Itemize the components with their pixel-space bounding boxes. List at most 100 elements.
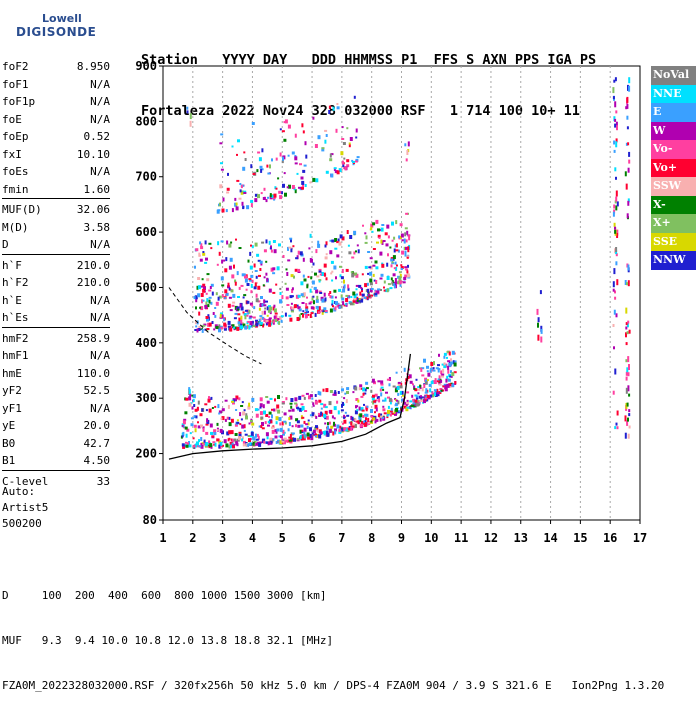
x-tick-label: 16	[603, 531, 617, 545]
echo-point	[397, 381, 401, 384]
echo-point	[197, 421, 199, 424]
echo-point	[387, 405, 390, 409]
echo-point	[612, 211, 615, 217]
echo-point	[234, 326, 238, 330]
echo-point	[294, 133, 297, 138]
echo-point	[202, 251, 205, 253]
echo-point	[625, 332, 627, 338]
echo-point	[362, 415, 365, 418]
echo-point	[190, 423, 194, 427]
echo-point	[275, 441, 278, 444]
echo-point	[207, 304, 210, 308]
echo-point	[340, 409, 344, 412]
echo-point	[199, 413, 203, 417]
echo-point	[188, 441, 190, 445]
echo-point	[321, 147, 325, 150]
echo-point	[250, 283, 253, 288]
echo-point	[203, 439, 206, 443]
echo-point	[292, 245, 295, 248]
echo-point	[394, 404, 398, 407]
echo-point	[323, 292, 326, 297]
echo-point	[279, 292, 282, 295]
echo-point	[282, 255, 285, 258]
echo-point	[235, 202, 238, 206]
param-separator	[2, 198, 110, 199]
echo-point	[228, 287, 231, 291]
echo-point	[343, 427, 346, 431]
param-value: 3.58	[83, 220, 111, 234]
echo-point	[614, 226, 616, 230]
echo-point	[269, 306, 273, 311]
echo-point	[361, 409, 365, 412]
echo-point	[327, 422, 329, 426]
echo-point	[424, 391, 428, 394]
echo-point	[226, 431, 230, 436]
echo-point	[278, 316, 282, 321]
echo-point	[436, 392, 440, 395]
echo-point	[204, 261, 208, 264]
echo-point	[613, 268, 616, 275]
echo-point	[615, 205, 618, 211]
echo-point	[405, 407, 409, 412]
echo-point	[374, 404, 378, 409]
echo-point	[303, 164, 307, 167]
echo-point	[371, 230, 374, 233]
echo-point	[454, 360, 457, 363]
legend-item: NoVal	[651, 66, 696, 85]
echo-point	[231, 324, 235, 329]
echo-point	[279, 299, 283, 304]
echo-point	[202, 324, 206, 327]
echo-point	[325, 431, 328, 434]
echo-point	[451, 372, 455, 377]
echo-point	[220, 162, 223, 165]
echo-point	[390, 258, 394, 262]
echo-point	[197, 425, 201, 429]
echo-point	[273, 193, 277, 198]
echo-point	[289, 317, 293, 322]
param-key: foF1p	[2, 95, 36, 108]
echo-point	[305, 392, 309, 395]
x-tick-label: 14	[543, 531, 557, 545]
echo-point	[240, 319, 243, 324]
echo-point	[203, 323, 207, 326]
echo-point	[258, 425, 262, 428]
echo-point	[366, 405, 369, 408]
echo-point	[393, 285, 396, 289]
echo-point	[227, 303, 231, 308]
param-value: 110.0	[76, 366, 110, 380]
echo-point	[334, 247, 338, 250]
header-line2: Fortaleza 2022 Nov24 328 032000 RSF 1 71…	[141, 103, 580, 119]
echo-point	[279, 422, 282, 426]
echo-point	[351, 256, 355, 259]
echo-point	[277, 177, 280, 180]
echo-point	[291, 287, 294, 291]
echo-point	[414, 388, 418, 392]
echo-point	[628, 85, 631, 92]
param-row: foF1 N/A	[2, 76, 110, 94]
echo-point	[236, 179, 240, 182]
echo-point	[248, 278, 252, 281]
echo-point	[312, 404, 315, 407]
echo-point	[301, 302, 305, 304]
echo-point	[249, 251, 252, 256]
echo-point	[616, 426, 619, 430]
echo-point	[394, 261, 397, 265]
echo-point	[300, 281, 304, 286]
echo-point	[402, 281, 406, 284]
echo-point	[294, 402, 298, 405]
echo-point	[254, 408, 258, 412]
echo-point	[371, 378, 375, 383]
echo-point	[624, 415, 627, 422]
echo-point	[430, 362, 434, 366]
echo-point	[272, 272, 276, 275]
echo-point	[243, 192, 247, 194]
echo-point	[239, 183, 242, 185]
echo-point	[373, 399, 377, 403]
echo-point	[221, 294, 224, 297]
echo-point	[338, 241, 342, 246]
echo-point	[207, 398, 211, 403]
echo-point	[626, 115, 629, 120]
echo-point	[298, 314, 301, 319]
echo-point	[284, 192, 287, 197]
echo-point	[355, 250, 357, 253]
